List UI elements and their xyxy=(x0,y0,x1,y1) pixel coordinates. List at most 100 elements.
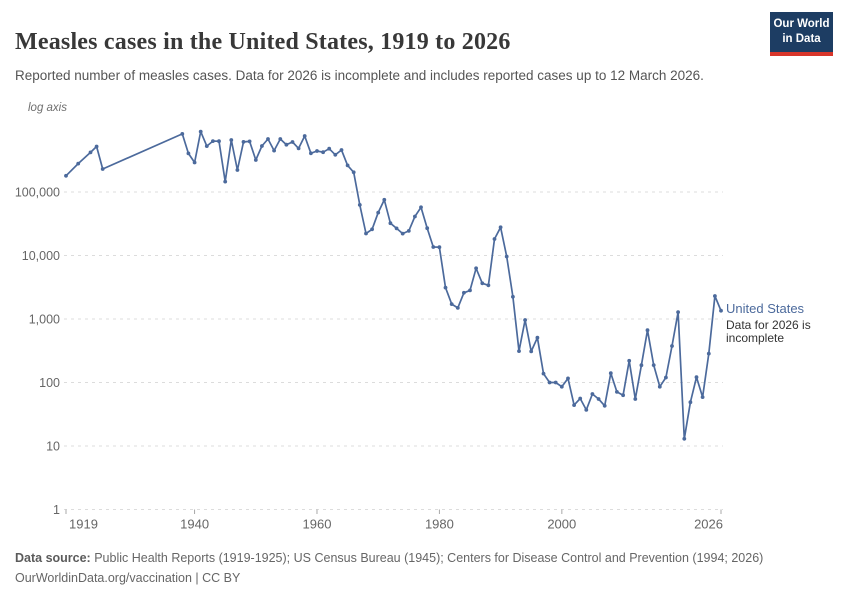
data-point[interactable] xyxy=(253,158,258,162)
data-point[interactable] xyxy=(278,137,283,141)
data-point[interactable] xyxy=(523,318,527,322)
data-point[interactable] xyxy=(486,283,491,288)
data-source-text: Public Health Reports (1919-1925); US Ce… xyxy=(90,551,764,565)
us-series-line[interactable] xyxy=(65,130,722,440)
data-point[interactable] xyxy=(639,363,644,368)
data-point[interactable] xyxy=(651,363,656,367)
data-point[interactable] xyxy=(413,214,417,219)
data-point[interactable] xyxy=(492,237,497,241)
data-point[interactable] xyxy=(64,173,68,178)
data-point[interactable] xyxy=(290,140,295,144)
data-point[interactable] xyxy=(180,132,185,136)
data-point[interactable] xyxy=(504,254,509,259)
x-tick-label: 2026 xyxy=(694,517,723,532)
data-point[interactable] xyxy=(272,148,276,153)
data-point[interactable] xyxy=(302,134,307,138)
data-point[interactable] xyxy=(247,139,252,144)
data-point[interactable] xyxy=(339,148,344,152)
data-point[interactable] xyxy=(474,266,478,271)
data-point[interactable] xyxy=(719,308,723,313)
data-point[interactable] xyxy=(309,151,313,156)
data-point[interactable] xyxy=(590,392,595,396)
data-point[interactable] xyxy=(296,146,301,151)
x-tick-label: 1919 xyxy=(69,517,98,532)
data-point[interactable] xyxy=(382,197,387,202)
data-point[interactable] xyxy=(608,371,613,376)
data-point[interactable] xyxy=(615,390,619,394)
data-point[interactable] xyxy=(529,349,534,354)
data-point[interactable] xyxy=(645,328,650,333)
series-entity-label[interactable]: United States xyxy=(726,301,805,316)
data-point[interactable] xyxy=(229,138,234,142)
data-point[interactable] xyxy=(327,146,332,151)
data-point[interactable] xyxy=(517,349,521,353)
data-point[interactable] xyxy=(627,358,632,363)
data-point[interactable] xyxy=(76,161,81,166)
data-point[interactable] xyxy=(186,151,191,156)
data-point[interactable] xyxy=(449,302,454,306)
data-point[interactable] xyxy=(566,376,570,381)
data-point[interactable] xyxy=(694,375,699,380)
data-point[interactable] xyxy=(406,229,411,233)
data-point[interactable] xyxy=(559,384,564,389)
data-point[interactable] xyxy=(480,281,485,286)
data-point[interactable] xyxy=(370,227,374,232)
data-point[interactable] xyxy=(547,380,552,385)
data-point[interactable] xyxy=(266,137,270,141)
data-point[interactable] xyxy=(211,139,215,144)
data-point[interactable] xyxy=(572,403,576,407)
data-point[interactable] xyxy=(431,245,436,249)
data-point[interactable] xyxy=(602,403,607,408)
data-point[interactable] xyxy=(198,129,203,134)
license-line: OurWorldinData.org/vaccination | CC BY xyxy=(15,571,241,585)
data-point[interactable] xyxy=(700,395,705,399)
data-point[interactable] xyxy=(676,310,680,314)
data-point[interactable] xyxy=(100,167,105,171)
data-point[interactable] xyxy=(553,380,558,385)
data-point[interactable] xyxy=(241,140,246,144)
data-point[interactable] xyxy=(682,436,687,441)
data-point[interactable] xyxy=(394,226,399,231)
data-point[interactable] xyxy=(345,163,350,168)
data-point[interactable] xyxy=(621,393,625,398)
data-point[interactable] xyxy=(437,245,442,250)
data-point[interactable] xyxy=(192,160,197,165)
data-point[interactable] xyxy=(596,397,601,401)
data-point[interactable] xyxy=(541,371,546,376)
data-point[interactable] xyxy=(443,285,448,290)
data-point[interactable] xyxy=(357,203,362,207)
data-point[interactable] xyxy=(633,397,638,401)
data-point[interactable] xyxy=(333,152,338,157)
data-point[interactable] xyxy=(217,139,221,144)
data-point[interactable] xyxy=(584,408,589,412)
data-point[interactable] xyxy=(657,384,662,389)
data-point[interactable] xyxy=(260,144,264,148)
data-point[interactable] xyxy=(315,149,319,153)
data-point[interactable] xyxy=(425,226,430,231)
data-point[interactable] xyxy=(713,294,717,298)
data-point[interactable] xyxy=(94,144,99,149)
data-point[interactable] xyxy=(455,306,460,310)
data-point[interactable] xyxy=(468,288,472,293)
data-point[interactable] xyxy=(664,375,668,380)
data-point[interactable] xyxy=(284,142,289,147)
data-point[interactable] xyxy=(688,400,693,405)
data-point[interactable] xyxy=(88,150,93,155)
data-point[interactable] xyxy=(376,210,381,215)
data-point[interactable] xyxy=(204,144,209,149)
data-point[interactable] xyxy=(351,170,356,175)
data-point[interactable] xyxy=(388,221,393,226)
data-point[interactable] xyxy=(511,294,515,299)
data-point[interactable] xyxy=(706,351,711,356)
data-point[interactable] xyxy=(578,396,583,401)
data-point[interactable] xyxy=(670,344,674,348)
data-point[interactable] xyxy=(498,225,503,230)
data-point[interactable] xyxy=(223,179,228,184)
data-point[interactable] xyxy=(321,150,325,155)
data-point[interactable] xyxy=(462,290,466,295)
data-point[interactable] xyxy=(400,231,405,236)
data-point[interactable] xyxy=(235,168,240,172)
data-point[interactable] xyxy=(419,205,423,210)
data-point[interactable] xyxy=(364,231,368,236)
data-point[interactable] xyxy=(535,335,540,340)
